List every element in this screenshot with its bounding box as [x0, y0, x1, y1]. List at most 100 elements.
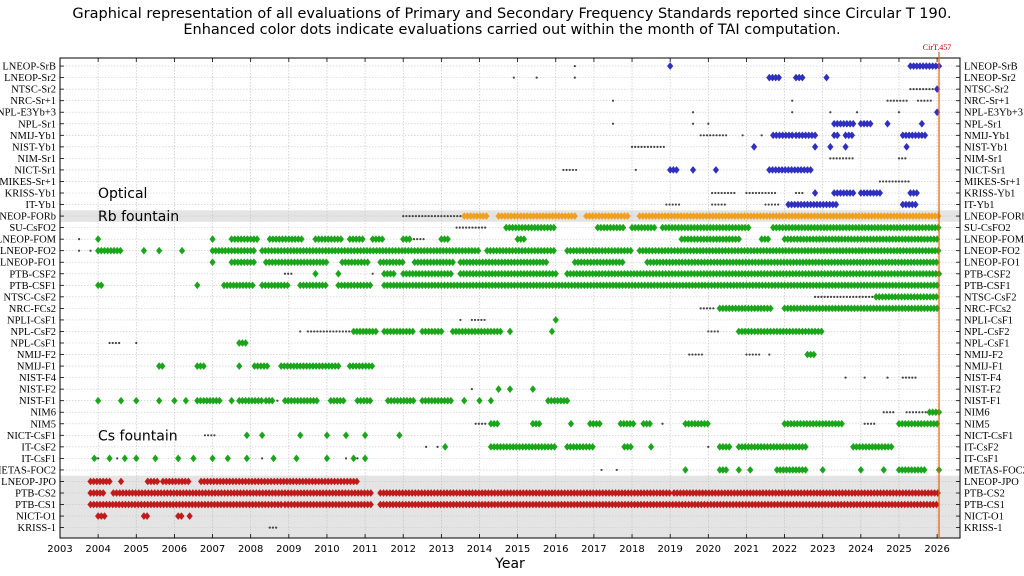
- y-label-right: NTSC-CsF2: [964, 292, 1017, 303]
- x-tick-label: 2026: [924, 544, 949, 555]
- y-label-left: NPL-CsF1: [10, 339, 56, 350]
- small-dot: [650, 145, 653, 148]
- y-label-right: NICT-CsF1: [964, 431, 1013, 442]
- x-tick-label: 2015: [505, 544, 530, 555]
- small-dot: [895, 99, 899, 102]
- y-label-left: NIM5: [30, 419, 56, 430]
- x-tick-label: 2024: [848, 544, 873, 555]
- evaluation-marker: [94, 396, 102, 405]
- y-label-right: NRC-FCs2: [964, 304, 1011, 315]
- y-label-left: NTSC-CsF2: [3, 292, 56, 303]
- evaluation-marker: [827, 142, 834, 151]
- evaluation-marker: [461, 396, 468, 405]
- small-dot: [468, 226, 471, 229]
- small-dot: [437, 214, 440, 218]
- small-dot: [791, 99, 794, 102]
- evaluation-marker: [848, 131, 856, 140]
- evaluation-marker: [842, 142, 849, 151]
- x-tick-label: 2020: [696, 544, 721, 555]
- y-label-left: IT-CsF1: [21, 454, 56, 465]
- y-label-left: LNEOP-FOM: [0, 235, 57, 246]
- evaluation-marker: [921, 131, 929, 140]
- y-label-right: LNEOP-JPO: [964, 477, 1019, 488]
- small-dot: [892, 99, 895, 102]
- evaluation-marker: [399, 258, 406, 267]
- small-dot: [290, 272, 293, 275]
- small-dot: [741, 134, 744, 137]
- small-dot: [414, 214, 418, 218]
- evaluation-marker: [216, 396, 223, 405]
- small-dot: [688, 353, 691, 356]
- evaluation-marker: [506, 385, 514, 394]
- small-dot: [261, 457, 264, 460]
- x-tick-label: 2018: [619, 544, 644, 555]
- evaluation-marker: [850, 189, 857, 197]
- small-dot: [844, 376, 847, 379]
- small-dot: [573, 76, 576, 79]
- evaluation-marker: [297, 431, 304, 440]
- evaluation-marker: [630, 419, 637, 428]
- evaluation-marker: [178, 512, 185, 520]
- small-dot: [748, 191, 751, 195]
- evaluation-marker: [935, 223, 942, 232]
- small-dot: [908, 411, 911, 414]
- evaluation-marker: [121, 454, 128, 463]
- small-dot: [852, 295, 855, 298]
- evaluation-marker: [876, 189, 884, 197]
- evaluation-marker: [921, 466, 928, 474]
- small-dot: [480, 318, 483, 322]
- small-dot: [869, 422, 873, 425]
- small-dot: [573, 64, 576, 68]
- y-label-left: NTSC-Sr2: [11, 85, 56, 96]
- small-dot: [634, 168, 637, 172]
- small-dot: [745, 191, 748, 195]
- y-label-left: NPL-CsF2: [10, 327, 56, 338]
- evaluation-marker: [313, 396, 320, 405]
- small-dot: [909, 88, 912, 91]
- x-tick-label: 2013: [429, 544, 454, 555]
- small-dot: [888, 411, 892, 414]
- small-dot: [694, 353, 697, 356]
- y-label-right: NIM5: [964, 419, 990, 430]
- x-axis-label: Year: [494, 556, 525, 572]
- small-dot: [881, 180, 885, 183]
- small-dot: [118, 341, 121, 345]
- small-dot: [878, 180, 882, 183]
- small-dot: [309, 330, 313, 333]
- small-dot: [674, 203, 677, 206]
- evaluation-marker: [483, 212, 490, 220]
- small-dot: [699, 134, 702, 137]
- small-dot: [918, 411, 921, 414]
- evaluation-marker: [564, 396, 571, 405]
- small-dot: [316, 330, 319, 333]
- y-label-left: NIST-F4: [19, 373, 57, 384]
- evaluation-marker: [913, 189, 920, 197]
- small-dot: [455, 226, 458, 229]
- evaluation-marker: [722, 466, 730, 474]
- evaluation-marker: [475, 246, 482, 255]
- evaluation-marker: [807, 166, 814, 174]
- small-dot: [702, 134, 705, 137]
- small-dot: [408, 214, 411, 218]
- y-label-left: PTB-CS2: [15, 489, 56, 500]
- small-dot: [430, 214, 433, 218]
- small-dot: [461, 226, 465, 229]
- small-dot: [826, 295, 829, 298]
- evaluation-marker: [406, 235, 413, 244]
- y-label-right: LNEOP-FORb: [964, 212, 1024, 223]
- y-label-right: NIST-F2: [964, 385, 1001, 396]
- small-dot: [767, 203, 770, 206]
- evaluation-marker: [444, 235, 451, 244]
- y-label-right: NIST-F1: [964, 396, 1001, 407]
- small-dot: [329, 330, 332, 333]
- small-dot: [446, 214, 449, 218]
- evaluation-marker: [154, 477, 161, 486]
- small-dot: [630, 145, 634, 148]
- small-dot: [723, 191, 726, 195]
- small-dot: [915, 88, 918, 91]
- evaluation-marker: [627, 442, 634, 451]
- evaluation-marker: [258, 396, 265, 405]
- evaluation-marker: [236, 362, 243, 370]
- y-label-right: LNEOP-FO1: [964, 258, 1020, 269]
